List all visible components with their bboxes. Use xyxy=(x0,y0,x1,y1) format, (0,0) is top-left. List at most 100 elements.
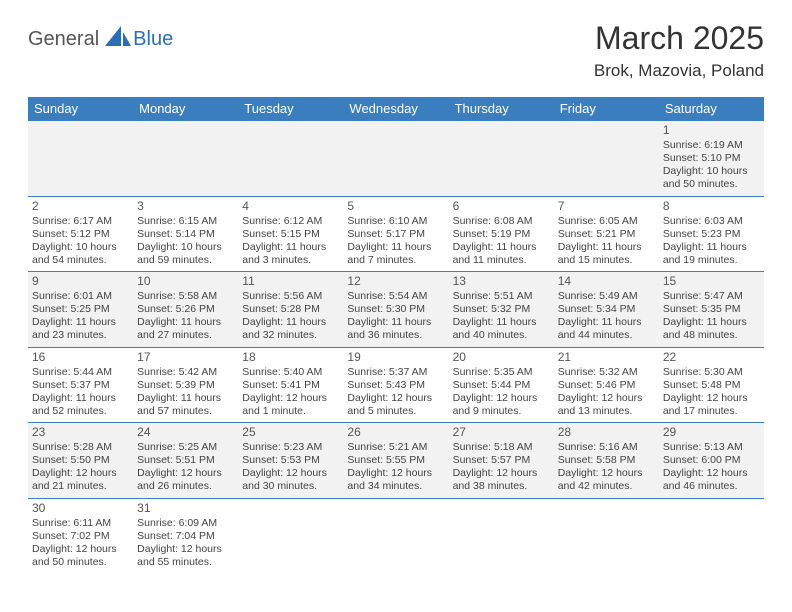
day-number: 5 xyxy=(347,199,444,214)
day-number: 14 xyxy=(558,274,655,289)
sunset-text: Sunset: 5:58 PM xyxy=(558,454,655,467)
sunrise-text: Sunrise: 5:49 AM xyxy=(558,290,655,303)
daylight-text: and 54 minutes. xyxy=(32,254,129,267)
daylight-text: Daylight: 11 hours xyxy=(347,241,444,254)
day-cell: 23Sunrise: 5:28 AMSunset: 5:50 PMDayligh… xyxy=(28,423,133,499)
daylight-text: Daylight: 11 hours xyxy=(663,316,760,329)
sunrise-text: Sunrise: 6:11 AM xyxy=(32,517,129,530)
daylight-text: Daylight: 11 hours xyxy=(347,316,444,329)
daylight-text: Daylight: 10 hours xyxy=(32,241,129,254)
day-cell: 26Sunrise: 5:21 AMSunset: 5:55 PMDayligh… xyxy=(343,423,448,499)
sunrise-text: Sunrise: 5:21 AM xyxy=(347,441,444,454)
sunset-text: Sunset: 5:30 PM xyxy=(347,303,444,316)
daylight-text: Daylight: 12 hours xyxy=(453,467,550,480)
daylight-text: and 23 minutes. xyxy=(32,329,129,342)
daylight-text: Daylight: 10 hours xyxy=(137,241,234,254)
daylight-text: and 32 minutes. xyxy=(242,329,339,342)
page-header: General Blue March 2025 Brok, Mazovia, P… xyxy=(0,0,792,89)
daylight-text: and 11 minutes. xyxy=(453,254,550,267)
sunset-text: Sunset: 5:51 PM xyxy=(137,454,234,467)
logo: General Blue xyxy=(28,26,173,53)
sunset-text: Sunset: 5:23 PM xyxy=(663,228,760,241)
day-number: 21 xyxy=(558,350,655,365)
day-cell: 25Sunrise: 5:23 AMSunset: 5:53 PMDayligh… xyxy=(238,423,343,499)
day-number: 11 xyxy=(242,274,339,289)
daylight-text: and 5 minutes. xyxy=(347,405,444,418)
sunset-text: Sunset: 5:48 PM xyxy=(663,379,760,392)
sunset-text: Sunset: 5:21 PM xyxy=(558,228,655,241)
sunset-text: Sunset: 5:28 PM xyxy=(242,303,339,316)
sunrise-text: Sunrise: 5:13 AM xyxy=(663,441,760,454)
day-number: 2 xyxy=(32,199,129,214)
day-number: 16 xyxy=(32,350,129,365)
day-number: 20 xyxy=(453,350,550,365)
logo-sail-icon xyxy=(105,26,131,53)
day-cell: 11Sunrise: 5:56 AMSunset: 5:28 PMDayligh… xyxy=(238,272,343,348)
day-header-row: Sunday Monday Tuesday Wednesday Thursday… xyxy=(28,97,764,121)
sunrise-text: Sunrise: 5:44 AM xyxy=(32,366,129,379)
week-row: 16Sunrise: 5:44 AMSunset: 5:37 PMDayligh… xyxy=(28,347,764,423)
day-cell: 6Sunrise: 6:08 AMSunset: 5:19 PMDaylight… xyxy=(449,196,554,272)
daylight-text: Daylight: 11 hours xyxy=(137,392,234,405)
sunrise-text: Sunrise: 5:47 AM xyxy=(663,290,760,303)
daylight-text: Daylight: 12 hours xyxy=(558,467,655,480)
sunrise-text: Sunrise: 5:28 AM xyxy=(32,441,129,454)
daylight-text: Daylight: 10 hours xyxy=(663,165,760,178)
daylight-text: and 19 minutes. xyxy=(663,254,760,267)
sunrise-text: Sunrise: 5:37 AM xyxy=(347,366,444,379)
daylight-text: Daylight: 12 hours xyxy=(347,467,444,480)
sunset-text: Sunset: 5:57 PM xyxy=(453,454,550,467)
sunset-text: Sunset: 5:41 PM xyxy=(242,379,339,392)
day-cell: 13Sunrise: 5:51 AMSunset: 5:32 PMDayligh… xyxy=(449,272,554,348)
day-number: 1 xyxy=(663,123,760,138)
day-header: Monday xyxy=(133,97,238,121)
week-row: 2Sunrise: 6:17 AMSunset: 5:12 PMDaylight… xyxy=(28,196,764,272)
daylight-text: and 34 minutes. xyxy=(347,480,444,493)
day-cell xyxy=(133,121,238,197)
day-number: 9 xyxy=(32,274,129,289)
daylight-text: and 46 minutes. xyxy=(663,480,760,493)
sunrise-text: Sunrise: 5:18 AM xyxy=(453,441,550,454)
daylight-text: and 17 minutes. xyxy=(663,405,760,418)
location-text: Brok, Mazovia, Poland xyxy=(594,61,764,81)
sunset-text: Sunset: 5:10 PM xyxy=(663,152,760,165)
sunrise-text: Sunrise: 5:51 AM xyxy=(453,290,550,303)
day-number: 6 xyxy=(453,199,550,214)
daylight-text: Daylight: 12 hours xyxy=(347,392,444,405)
daylight-text: Daylight: 11 hours xyxy=(453,241,550,254)
sunset-text: Sunset: 5:14 PM xyxy=(137,228,234,241)
week-row: 23Sunrise: 5:28 AMSunset: 5:50 PMDayligh… xyxy=(28,423,764,499)
day-cell: 15Sunrise: 5:47 AMSunset: 5:35 PMDayligh… xyxy=(659,272,764,348)
sunrise-text: Sunrise: 6:19 AM xyxy=(663,139,760,152)
week-row: 30Sunrise: 6:11 AMSunset: 7:02 PMDayligh… xyxy=(28,498,764,573)
day-cell: 22Sunrise: 5:30 AMSunset: 5:48 PMDayligh… xyxy=(659,347,764,423)
sunset-text: Sunset: 7:02 PM xyxy=(32,530,129,543)
day-cell: 30Sunrise: 6:11 AMSunset: 7:02 PMDayligh… xyxy=(28,498,133,573)
daylight-text: Daylight: 11 hours xyxy=(663,241,760,254)
day-number: 31 xyxy=(137,501,234,516)
logo-text-a: General xyxy=(28,28,99,51)
daylight-text: Daylight: 11 hours xyxy=(558,316,655,329)
day-header: Tuesday xyxy=(238,97,343,121)
sunset-text: Sunset: 5:15 PM xyxy=(242,228,339,241)
day-cell: 29Sunrise: 5:13 AMSunset: 6:00 PMDayligh… xyxy=(659,423,764,499)
day-cell: 28Sunrise: 5:16 AMSunset: 5:58 PMDayligh… xyxy=(554,423,659,499)
sunrise-text: Sunrise: 5:56 AM xyxy=(242,290,339,303)
daylight-text: Daylight: 12 hours xyxy=(558,392,655,405)
daylight-text: Daylight: 12 hours xyxy=(137,467,234,480)
sunset-text: Sunset: 5:44 PM xyxy=(453,379,550,392)
daylight-text: and 30 minutes. xyxy=(242,480,339,493)
sunset-text: Sunset: 5:53 PM xyxy=(242,454,339,467)
sunrise-text: Sunrise: 6:15 AM xyxy=(137,215,234,228)
daylight-text: Daylight: 12 hours xyxy=(663,392,760,405)
day-cell: 17Sunrise: 5:42 AMSunset: 5:39 PMDayligh… xyxy=(133,347,238,423)
daylight-text: Daylight: 12 hours xyxy=(137,543,234,556)
daylight-text: and 15 minutes. xyxy=(558,254,655,267)
daylight-text: and 50 minutes. xyxy=(663,178,760,191)
day-number: 10 xyxy=(137,274,234,289)
day-number: 4 xyxy=(242,199,339,214)
day-cell: 20Sunrise: 5:35 AMSunset: 5:44 PMDayligh… xyxy=(449,347,554,423)
daylight-text: Daylight: 11 hours xyxy=(242,241,339,254)
day-header: Sunday xyxy=(28,97,133,121)
daylight-text: Daylight: 12 hours xyxy=(242,467,339,480)
